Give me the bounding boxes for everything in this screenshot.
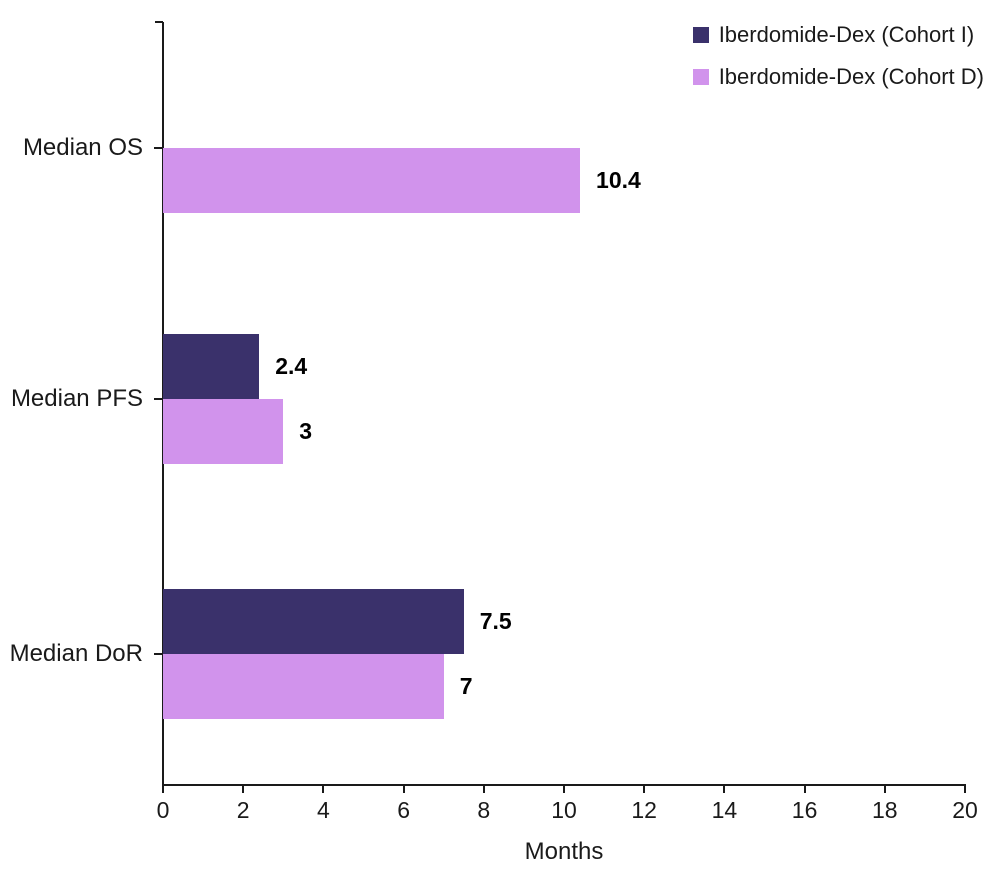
category-label-2: Median DoR xyxy=(9,640,143,667)
bar-median-dor-series-0 xyxy=(163,589,464,654)
x-axis-tick-10 xyxy=(563,785,565,793)
x-axis-tick-16 xyxy=(803,785,806,793)
legend-item-cohort-i: Iberdomide-Dex (Cohort I) xyxy=(692,22,984,48)
x-axis-tick-label-0: 0 xyxy=(156,797,170,823)
legend-item-cohort-d: Iberdomide-Dex (Cohort D) xyxy=(692,64,984,90)
x-axis-tick-label-12: 12 xyxy=(631,797,657,823)
category-label-0: Median OS xyxy=(22,134,143,161)
x-axis-tick-label-10: 10 xyxy=(551,797,577,823)
x-axis-tick-12 xyxy=(643,785,646,793)
bar-median-dor-series-1 xyxy=(163,654,444,719)
value-label-median-dor-series-1: 7 xyxy=(459,673,473,699)
x-axis-title: Months xyxy=(524,838,604,865)
y-axis-tick-1 xyxy=(154,398,163,400)
x-axis-tick-6 xyxy=(402,785,405,793)
value-label-median-pfs-series-0: 2.4 xyxy=(275,353,308,379)
bar-median-pfs-series-0 xyxy=(163,334,260,399)
x-axis-tick-18 xyxy=(883,785,886,793)
y-axis-tick-0 xyxy=(154,147,163,149)
legend-label-cohort-d: Iberdomide-Dex (Cohort D) xyxy=(718,64,984,89)
legend-swatch-cohort-d xyxy=(692,69,709,85)
x-axis-tick-14 xyxy=(723,785,726,793)
x-axis-tick-label-16: 16 xyxy=(791,797,818,823)
y-axis-tick-2 xyxy=(154,653,163,655)
x-axis-tick-label-14: 14 xyxy=(711,797,738,823)
x-axis-tick-8 xyxy=(482,785,485,793)
bar-median-os-series-1 xyxy=(163,148,581,213)
value-label-median-os-series-1: 10.4 xyxy=(596,167,641,193)
bar-median-pfs-series-1 xyxy=(163,399,284,464)
x-axis-tick-20 xyxy=(964,785,966,793)
value-label-median-dor-series-0: 7.5 xyxy=(479,608,512,634)
x-axis-tick-label-20: 20 xyxy=(952,797,978,823)
category-label-1: Median PFS xyxy=(10,385,143,412)
x-axis-tick-label-18: 18 xyxy=(872,797,898,823)
x-axis-tick-4 xyxy=(322,785,325,793)
x-axis-tick-label-8: 8 xyxy=(477,797,491,823)
legend: Iberdomide-Dex (Cohort I) Iberdomide-Dex… xyxy=(692,22,984,90)
legend-label-cohort-i: Iberdomide-Dex (Cohort I) xyxy=(718,22,975,47)
y-axis-top-cap-tick xyxy=(155,21,163,23)
value-label-median-pfs-series-1: 3 xyxy=(299,418,313,444)
x-axis-tick-0 xyxy=(162,785,164,793)
x-axis-tick-2 xyxy=(242,785,245,793)
x-axis-tick-label-6: 6 xyxy=(397,797,410,823)
legend-swatch-cohort-i xyxy=(692,27,709,43)
x-axis-tick-label-2: 2 xyxy=(236,797,250,823)
x-axis-tick-label-4: 4 xyxy=(316,797,330,823)
